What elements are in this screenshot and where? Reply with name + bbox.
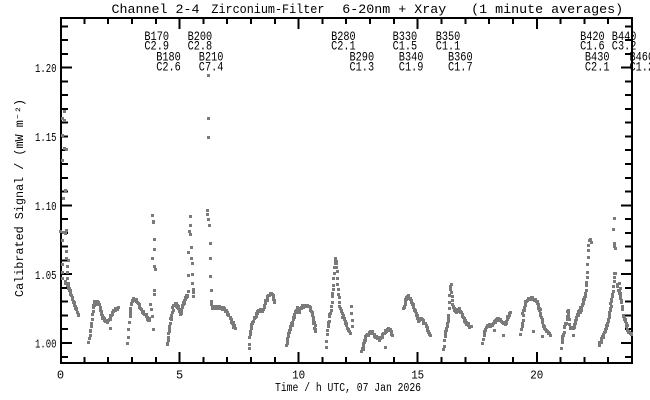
svg-text:C3.2: C3.2 (612, 40, 637, 54)
svg-text:6-20nm + Xray: 6-20nm + Xray (342, 2, 446, 17)
svg-text:B210: B210 (199, 51, 224, 65)
svg-text:20: 20 (530, 369, 543, 383)
svg-text:B440: B440 (612, 30, 637, 44)
svg-text:B430: B430 (585, 51, 610, 65)
svg-text:Zirconium-Filter: Zirconium-Filter (211, 2, 324, 17)
svg-text:1.05: 1.05 (35, 269, 57, 283)
svg-text:C7.4: C7.4 (199, 60, 224, 74)
svg-text:C2.6: C2.6 (156, 60, 181, 74)
svg-text:1.15: 1.15 (35, 131, 57, 145)
svg-text:B420: B420 (580, 30, 605, 44)
svg-text:Channel 2-4: Channel 2-4 (112, 2, 200, 17)
svg-text:C2.8: C2.8 (188, 40, 213, 54)
svg-text:B340: B340 (399, 51, 424, 65)
svg-text:0: 0 (57, 369, 64, 383)
svg-text:B460: B460 (630, 51, 650, 65)
svg-text:5: 5 (176, 369, 183, 383)
svg-text:Time / h UTC, 07 Jan 2026: Time / h UTC, 07 Jan 2026 (275, 382, 421, 395)
svg-text:C1.1: C1.1 (436, 40, 461, 54)
svg-text:B280: B280 (331, 30, 356, 44)
svg-text:C1.9: C1.9 (399, 60, 424, 74)
svg-text:1.00: 1.00 (35, 338, 57, 352)
svg-text:1.20: 1.20 (35, 62, 57, 76)
svg-text:C2.1: C2.1 (585, 60, 610, 74)
svg-text:C1.2: C1.2 (630, 60, 650, 74)
svg-text:C2.9: C2.9 (144, 40, 169, 54)
svg-text:C1.3: C1.3 (350, 60, 375, 74)
svg-text:B200: B200 (188, 30, 213, 44)
svg-text:C1.7: C1.7 (448, 60, 473, 74)
svg-text:15: 15 (411, 369, 424, 383)
svg-text:C1.5: C1.5 (393, 40, 418, 54)
svg-text:B290: B290 (350, 51, 375, 65)
svg-text:B170: B170 (144, 30, 169, 44)
svg-text:B350: B350 (436, 30, 461, 44)
svg-text:C1.6: C1.6 (580, 40, 605, 54)
svg-text:B360: B360 (448, 51, 473, 65)
svg-text:1.10: 1.10 (35, 200, 57, 214)
svg-text:Calibrated Signal / (mW m⁻²): Calibrated Signal / (mW m⁻²) (14, 99, 27, 297)
svg-text:B330: B330 (393, 30, 418, 44)
svg-text:B180: B180 (156, 51, 181, 65)
svg-text:10: 10 (292, 369, 305, 383)
svg-text:C2.1: C2.1 (331, 40, 356, 54)
svg-text:(1 minute averages): (1 minute averages) (471, 2, 623, 17)
